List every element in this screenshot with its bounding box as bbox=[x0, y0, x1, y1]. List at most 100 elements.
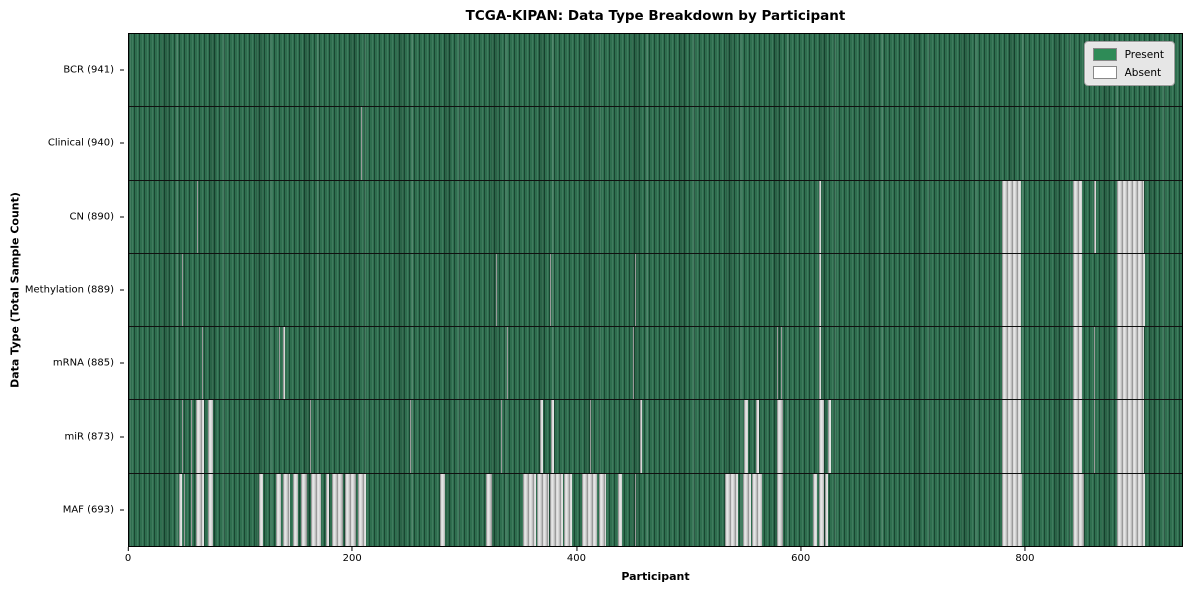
absent-stripe bbox=[1073, 180, 1083, 253]
absent-stripe bbox=[812, 473, 818, 546]
absent-stripe bbox=[310, 400, 312, 473]
x-tick-600: 600 bbox=[791, 547, 810, 564]
absent-stripe bbox=[258, 473, 264, 546]
x-tick-400: 400 bbox=[567, 547, 586, 564]
absent-stripe bbox=[1073, 400, 1083, 473]
heatmap-row-methylation bbox=[129, 252, 1182, 327]
y-tick-mark bbox=[120, 216, 124, 218]
y-tick-mark bbox=[120, 289, 124, 291]
x-tick-0: 0 bbox=[125, 547, 131, 564]
absent-stripe bbox=[1117, 400, 1144, 473]
x-tick-label: 600 bbox=[791, 553, 811, 564]
absent-stripe bbox=[819, 180, 821, 253]
y-tick-label-maf: MAF (693) bbox=[62, 504, 114, 516]
absent-stripe bbox=[344, 473, 357, 546]
y-tick-label-bcr: BCR (941) bbox=[63, 64, 114, 76]
x-tick-800: 800 bbox=[1015, 547, 1034, 564]
heatmap-rows-container bbox=[129, 34, 1182, 546]
absent-stripe bbox=[181, 400, 183, 473]
absent-stripe bbox=[598, 473, 606, 546]
absent-stripe bbox=[360, 107, 362, 180]
heatmap-row-mir bbox=[129, 399, 1182, 473]
absent-stripe bbox=[828, 400, 831, 473]
heatmap-row-clinical bbox=[129, 106, 1182, 180]
absent-stripe bbox=[196, 400, 204, 473]
legend-item-present: Present bbox=[1092, 48, 1164, 61]
absent-stripe bbox=[208, 400, 213, 473]
absent-stripe bbox=[301, 473, 307, 546]
absent-stripe bbox=[1093, 180, 1096, 253]
legend-label: Absent bbox=[1124, 66, 1162, 79]
heatmap-row-mrna bbox=[129, 326, 1182, 400]
absent-stripe bbox=[819, 473, 824, 546]
absent-stripe bbox=[776, 400, 783, 473]
absent-stripe bbox=[500, 400, 502, 473]
absent-stripe bbox=[634, 253, 636, 327]
x-axis-label: Participant bbox=[621, 570, 690, 583]
absent-stripe bbox=[634, 473, 636, 546]
absent-stripe bbox=[1073, 473, 1084, 546]
absent-stripe bbox=[358, 473, 367, 546]
chart-title: TCGA-KIPAN: Data Type Breakdown by Parti… bbox=[465, 8, 846, 24]
absent-stripe bbox=[1117, 327, 1144, 400]
absent-stripe bbox=[632, 327, 634, 400]
heatmap-row-cn bbox=[129, 179, 1182, 253]
absent-stripe bbox=[776, 473, 783, 546]
heatmap-row-maf bbox=[129, 472, 1182, 546]
absent-stripe bbox=[201, 327, 203, 400]
legend-swatch-present bbox=[1092, 48, 1117, 61]
absent-stripe bbox=[549, 473, 564, 546]
y-tick-mark bbox=[120, 69, 124, 71]
y-tick-label-methylation: Methylation (889) bbox=[24, 284, 114, 296]
legend-swatch-absent bbox=[1092, 66, 1117, 79]
absent-stripe bbox=[1073, 327, 1083, 400]
absent-stripe bbox=[1117, 180, 1144, 253]
absent-stripe bbox=[755, 400, 759, 473]
absent-stripe bbox=[549, 253, 551, 327]
absent-stripe bbox=[564, 473, 573, 546]
absent-stripe bbox=[522, 473, 537, 546]
absent-stripe bbox=[825, 473, 829, 546]
x-tick-mark bbox=[351, 547, 353, 551]
legend: Present Absent bbox=[1083, 41, 1175, 86]
y-tick-mark bbox=[120, 362, 124, 364]
absent-stripe bbox=[776, 327, 779, 400]
absent-stripe bbox=[208, 473, 213, 546]
y-tick-label-clinical: Clinical (940) bbox=[47, 137, 114, 149]
absent-stripe bbox=[293, 473, 298, 546]
x-tick-label: 200 bbox=[342, 553, 362, 564]
absent-stripe bbox=[507, 327, 509, 400]
absent-stripe bbox=[1001, 473, 1022, 546]
absent-stripe bbox=[1001, 400, 1021, 473]
absent-stripe bbox=[190, 400, 192, 473]
absent-stripe bbox=[819, 253, 821, 327]
absent-stripe bbox=[744, 400, 748, 473]
x-tick-label: 800 bbox=[1015, 553, 1035, 564]
legend-label: Present bbox=[1124, 48, 1164, 61]
y-tick-mark bbox=[120, 142, 124, 144]
absent-stripe bbox=[819, 327, 821, 400]
y-axis-tick-labels: BCR (941) Clinical (940) CN (890) Methylati… bbox=[0, 33, 124, 547]
x-tick-label: 0 bbox=[124, 553, 132, 564]
absent-stripe bbox=[590, 400, 592, 473]
y-tick-mark bbox=[120, 509, 124, 511]
x-tick-mark bbox=[800, 547, 802, 551]
absent-stripe bbox=[485, 473, 492, 546]
x-axis-tick-labels: 0 200 400 600 800 bbox=[125, 547, 1183, 569]
absent-stripe bbox=[275, 473, 282, 546]
absent-stripe bbox=[1001, 180, 1021, 253]
absent-stripe bbox=[190, 473, 192, 546]
absent-stripe bbox=[1117, 253, 1146, 327]
x-tick-mark bbox=[1024, 547, 1026, 551]
absent-stripe bbox=[197, 180, 199, 253]
absent-stripe bbox=[743, 473, 752, 546]
absent-stripe bbox=[819, 400, 824, 473]
absent-stripe bbox=[550, 400, 555, 473]
absent-stripe bbox=[196, 473, 204, 546]
absent-stripe bbox=[539, 400, 544, 473]
x-tick-label: 400 bbox=[566, 553, 586, 564]
absent-stripe bbox=[331, 473, 343, 546]
absent-stripe bbox=[278, 327, 281, 400]
absent-stripe bbox=[1001, 253, 1021, 327]
